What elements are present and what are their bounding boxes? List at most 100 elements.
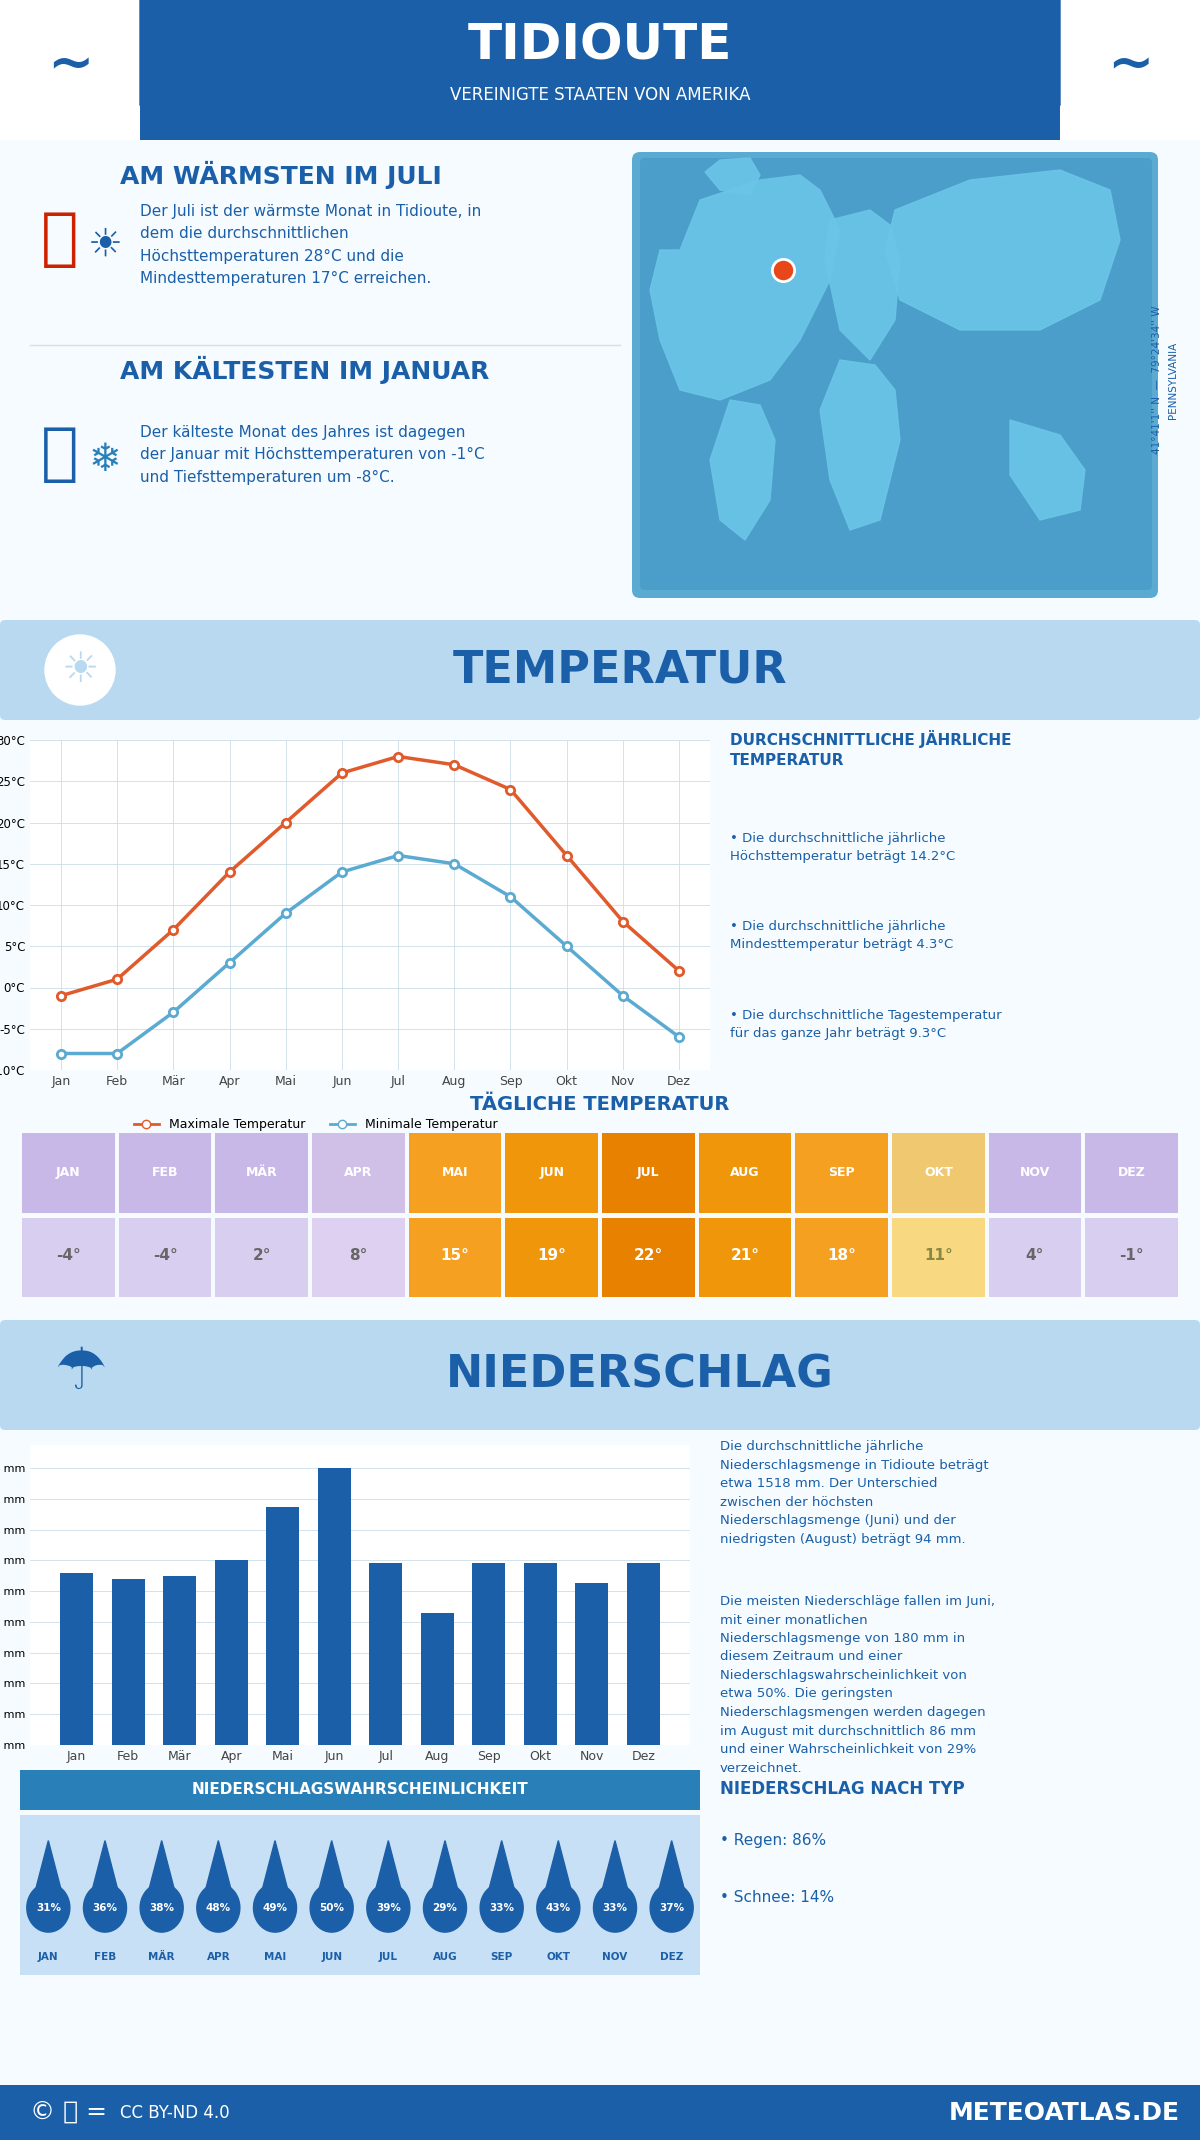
Text: © ⓘ =: © ⓘ = xyxy=(30,2101,107,2125)
Text: TÄGLICHE TEMPERATUR: TÄGLICHE TEMPERATUR xyxy=(470,1096,730,1115)
Polygon shape xyxy=(650,175,840,400)
Text: • Die durchschnittliche Tagestemperatur
für das ganze Jahr beträgt 9.3°C: • Die durchschnittliche Tagestemperatur … xyxy=(730,1008,1002,1040)
Bar xyxy=(266,1507,300,1744)
Text: 31%: 31% xyxy=(36,1902,61,1913)
Polygon shape xyxy=(826,210,900,360)
Polygon shape xyxy=(197,1883,240,1932)
Bar xyxy=(119,1134,211,1213)
Text: AUG: AUG xyxy=(731,1166,760,1179)
Text: 48%: 48% xyxy=(205,1902,230,1913)
Bar xyxy=(60,1573,94,1744)
Text: -1°: -1° xyxy=(1120,1248,1144,1263)
Polygon shape xyxy=(149,1840,174,1890)
Polygon shape xyxy=(432,1840,457,1890)
Bar xyxy=(370,1564,402,1744)
Polygon shape xyxy=(602,1840,628,1890)
Bar xyxy=(472,1564,505,1744)
Text: NOV: NOV xyxy=(602,1952,628,1962)
Text: MAI: MAI xyxy=(442,1166,468,1179)
Text: Der Juli ist der wärmste Monat in Tidioute, in
dem die durchschnittlichen
Höchst: Der Juli ist der wärmste Monat in Tidiou… xyxy=(140,203,481,287)
Text: JUL: JUL xyxy=(637,1166,660,1179)
Polygon shape xyxy=(820,360,900,531)
Text: Der kälteste Monat des Jahres ist dagegen
der Januar mit Höchsttemperaturen von : Der kälteste Monat des Jahres ist dagege… xyxy=(140,426,485,486)
Text: 🌡: 🌡 xyxy=(41,426,79,486)
Text: • Schnee: 14%: • Schnee: 14% xyxy=(720,1890,834,1905)
Polygon shape xyxy=(480,1883,523,1932)
Polygon shape xyxy=(206,1840,230,1890)
Text: -4°: -4° xyxy=(152,1248,178,1263)
Text: 41°41'1'' N  —  79°24'34'' W
PENNSYLVANIA: 41°41'1'' N — 79°24'34'' W PENNSYLVANIA xyxy=(1152,306,1178,454)
Text: NIEDERSCHLAGSWAHRSCHEINLICHKEIT: NIEDERSCHLAGSWAHRSCHEINLICHKEIT xyxy=(192,1783,528,1798)
Bar xyxy=(318,1468,350,1744)
Bar xyxy=(989,1218,1081,1297)
Text: AUG: AUG xyxy=(433,1952,457,1962)
Text: ~: ~ xyxy=(47,39,94,92)
Text: MÄR: MÄR xyxy=(149,1952,175,1962)
Polygon shape xyxy=(706,158,760,195)
Text: 19°: 19° xyxy=(538,1248,566,1263)
Bar xyxy=(112,1579,145,1744)
Text: 37%: 37% xyxy=(659,1902,684,1913)
Bar xyxy=(989,1134,1081,1213)
Text: ~: ~ xyxy=(1106,39,1153,92)
Text: Die durchschnittliche jährliche
Niederschlagsmenge in Tidioute beträgt
etwa 1518: Die durchschnittliche jährliche Niedersc… xyxy=(720,1440,989,1545)
Bar xyxy=(408,1134,502,1213)
Polygon shape xyxy=(594,1883,636,1932)
Bar xyxy=(505,1134,598,1213)
Bar xyxy=(796,1218,888,1297)
FancyBboxPatch shape xyxy=(640,158,1152,591)
Polygon shape xyxy=(84,1883,126,1932)
Bar xyxy=(602,1134,695,1213)
Polygon shape xyxy=(424,1883,467,1932)
Text: 2°: 2° xyxy=(252,1248,271,1263)
Text: • Regen: 86%: • Regen: 86% xyxy=(720,1832,826,1847)
Polygon shape xyxy=(886,169,1120,330)
Bar xyxy=(215,1134,308,1213)
Text: DEZ: DEZ xyxy=(1117,1166,1146,1179)
Bar xyxy=(1085,1134,1178,1213)
Polygon shape xyxy=(92,1840,118,1890)
Text: 🌡: 🌡 xyxy=(41,210,79,270)
Text: JUN: JUN xyxy=(322,1952,342,1962)
Bar xyxy=(575,1584,608,1744)
Text: 21°: 21° xyxy=(731,1248,760,1263)
Text: AM WÄRMSTEN IM JULI: AM WÄRMSTEN IM JULI xyxy=(120,160,442,188)
Bar xyxy=(312,1218,404,1297)
Text: MAI: MAI xyxy=(264,1952,286,1962)
Text: NOV: NOV xyxy=(1020,1166,1050,1179)
Text: JAN: JAN xyxy=(56,1166,80,1179)
Text: SEP: SEP xyxy=(491,1952,512,1962)
Polygon shape xyxy=(36,1840,61,1890)
Text: OKT: OKT xyxy=(924,1166,953,1179)
Polygon shape xyxy=(650,1883,694,1932)
Polygon shape xyxy=(376,1840,401,1890)
FancyBboxPatch shape xyxy=(0,621,1200,719)
Text: 36%: 36% xyxy=(92,1902,118,1913)
Text: NIEDERSCHLAG NACH TYP: NIEDERSCHLAG NACH TYP xyxy=(720,1780,965,1798)
Polygon shape xyxy=(310,1883,353,1932)
Polygon shape xyxy=(253,1883,296,1932)
Bar xyxy=(1085,1218,1178,1297)
Text: METEOATLAS.DE: METEOATLAS.DE xyxy=(949,2101,1180,2125)
Bar xyxy=(215,1560,248,1744)
Bar xyxy=(215,1218,308,1297)
Text: 15°: 15° xyxy=(440,1248,469,1263)
Polygon shape xyxy=(1010,419,1085,520)
Polygon shape xyxy=(710,400,775,539)
Bar xyxy=(420,1614,454,1744)
Text: ☂: ☂ xyxy=(54,1344,106,1400)
Bar xyxy=(163,1575,197,1744)
Bar xyxy=(505,1218,598,1297)
Bar xyxy=(698,1134,792,1213)
Legend: Niederschlagssumme: Niederschlagssumme xyxy=(136,1770,316,1793)
Bar xyxy=(408,1218,502,1297)
Text: 33%: 33% xyxy=(602,1902,628,1913)
Text: 43%: 43% xyxy=(546,1902,571,1913)
Polygon shape xyxy=(140,1883,184,1932)
Bar xyxy=(602,1218,695,1297)
Bar xyxy=(119,1218,211,1297)
Bar xyxy=(523,1564,557,1744)
Polygon shape xyxy=(546,1840,571,1890)
Text: FEB: FEB xyxy=(151,1166,179,1179)
Polygon shape xyxy=(536,1883,580,1932)
